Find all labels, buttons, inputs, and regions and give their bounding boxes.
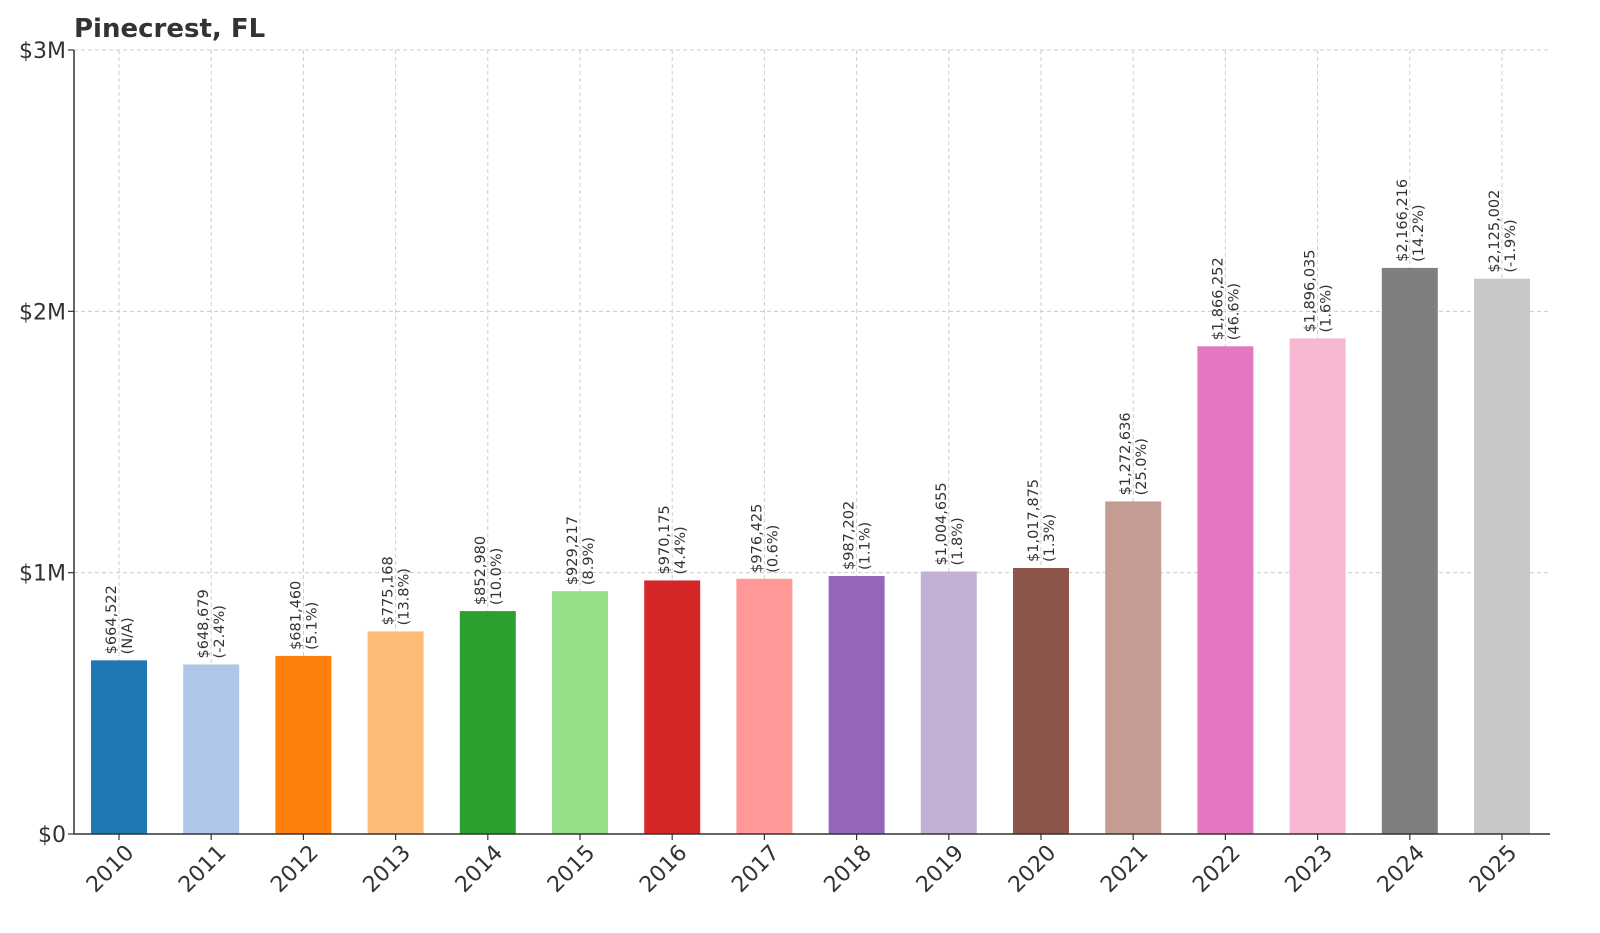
change-label: (1.8%): [950, 517, 966, 565]
change-label: (8.9%): [581, 537, 597, 585]
chart-title: Pinecrest, FL: [74, 14, 266, 44]
x-tick-label: 2016: [635, 841, 692, 898]
bar-2020: [1013, 567, 1069, 834]
y-tick-label: $2M: [19, 300, 66, 325]
bar-2017: [736, 578, 793, 834]
value-label: $852,980: [473, 536, 489, 605]
x-tick-label: 2012: [266, 841, 323, 898]
x-tick-label: 2010: [82, 841, 139, 898]
value-label: $929,217: [565, 516, 581, 585]
change-label: (-1.9%): [1503, 219, 1519, 272]
bar-2025: [1474, 278, 1530, 834]
value-label: $1,017,875: [1026, 479, 1042, 562]
bar-2011: [183, 664, 240, 834]
change-label: (1.1%): [858, 522, 874, 570]
change-label: (25.0%): [1134, 438, 1150, 495]
bar-2013: [367, 631, 424, 834]
change-label: (14.2%): [1411, 205, 1427, 262]
x-tick-label: 2017: [727, 841, 784, 898]
bar-2016: [644, 580, 701, 834]
bars: [91, 267, 1530, 835]
bar-2021: [1105, 501, 1162, 834]
value-label: $2,166,216: [1395, 179, 1411, 262]
value-label: $1,896,035: [1303, 249, 1319, 332]
value-label: $1,866,252: [1210, 257, 1226, 340]
x-tick-label: 2018: [820, 841, 877, 898]
value-label: $681,460: [288, 581, 304, 650]
bar-2022: [1197, 346, 1254, 834]
bar-2024: [1381, 267, 1438, 835]
change-label: (46.6%): [1226, 283, 1242, 340]
bar-2019: [920, 571, 977, 834]
bar-2014: [459, 611, 516, 834]
change-label: (-2.4%): [212, 605, 228, 658]
x-tick-label: 2020: [1004, 841, 1061, 898]
y-tick-label: $0: [38, 823, 66, 848]
y-tick-label: $3M: [19, 39, 66, 64]
change-label: (N/A): [120, 617, 136, 654]
bar-2023: [1289, 338, 1346, 834]
y-tick-label: $1M: [19, 562, 66, 587]
data-labels: $664,522 (N/A) $648,679 (-2.4%) $681,460 (5.1…: [104, 179, 1519, 659]
bar-2015: [552, 591, 608, 834]
value-label: $976,425: [749, 504, 765, 573]
bar-2010: [91, 660, 147, 834]
x-tick-label: 2011: [174, 841, 231, 898]
change-label: (1.3%): [1042, 514, 1058, 562]
x-tick-label: 2014: [451, 841, 508, 898]
value-label: $987,202: [842, 501, 858, 570]
change-label: (1.6%): [1319, 284, 1335, 332]
value-label: $775,168: [381, 556, 397, 625]
value-label: $1,004,655: [934, 482, 950, 565]
x-tick-label: 2021: [1096, 841, 1153, 898]
value-label: $648,679: [196, 589, 212, 658]
value-label: $1,272,636: [1118, 412, 1134, 495]
x-tick-label: 2015: [543, 841, 600, 898]
x-tick-label: 2019: [912, 841, 969, 898]
value-label: $2,125,002: [1487, 190, 1503, 273]
change-label: (13.8%): [397, 568, 413, 625]
change-label: (5.1%): [304, 602, 320, 650]
value-label: $970,175: [657, 505, 673, 574]
value-label: $664,522: [104, 585, 120, 654]
x-tick-label: 2024: [1373, 841, 1430, 898]
change-label: (10.0%): [489, 548, 505, 605]
x-tick-label: 2022: [1188, 841, 1245, 898]
x-tick-label: 2013: [359, 841, 416, 898]
bar-2012: [275, 655, 332, 834]
change-label: (4.4%): [673, 526, 689, 574]
x-tick-label: 2023: [1281, 841, 1338, 898]
change-label: (0.6%): [765, 525, 781, 573]
x-tick-label: 2025: [1465, 841, 1522, 898]
bar-2018: [828, 576, 885, 834]
